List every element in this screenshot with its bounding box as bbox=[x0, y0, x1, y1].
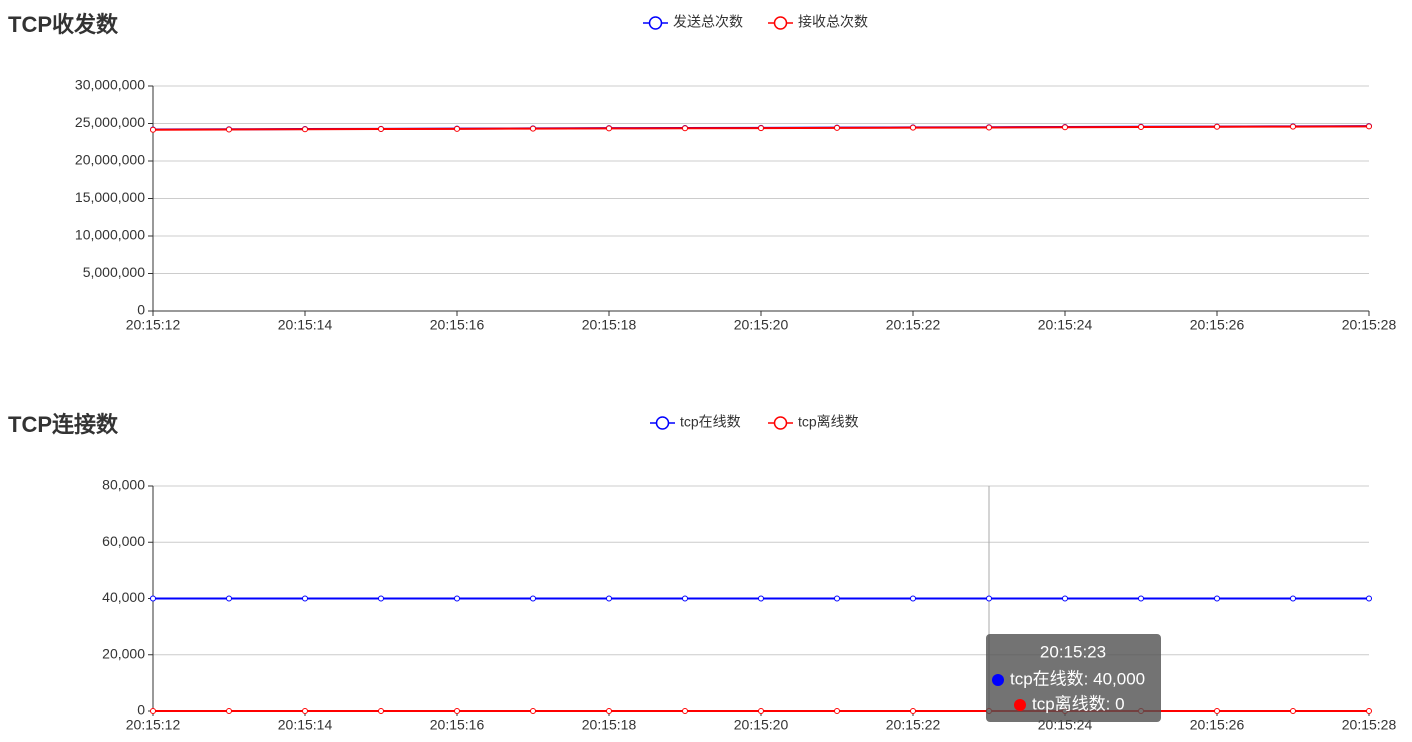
data-point bbox=[1138, 124, 1144, 131]
data-point bbox=[682, 708, 688, 714]
legend-label[interactable]: tcp在线数 bbox=[680, 414, 741, 430]
data-point bbox=[1290, 595, 1296, 602]
y-tick-label: 80,000 bbox=[102, 477, 145, 493]
x-tick-label: 20:15:24 bbox=[1038, 317, 1093, 333]
y-tick-label: 0 bbox=[137, 302, 145, 318]
data-point bbox=[530, 595, 536, 602]
x-tick-label: 20:15:26 bbox=[1190, 317, 1245, 333]
y-tick-label: 5,000,000 bbox=[83, 264, 145, 280]
data-point bbox=[226, 708, 232, 714]
data-point bbox=[758, 125, 764, 132]
data-point bbox=[1138, 595, 1144, 602]
data-point bbox=[302, 595, 308, 602]
data-point bbox=[454, 125, 460, 132]
data-point bbox=[910, 124, 916, 131]
data-point bbox=[1062, 124, 1068, 131]
data-point bbox=[834, 708, 840, 714]
legend-label[interactable]: 发送总次数 bbox=[673, 14, 743, 30]
y-tick-label: 25,000,000 bbox=[75, 114, 145, 130]
data-point bbox=[910, 595, 916, 602]
data-point bbox=[986, 595, 992, 602]
data-point bbox=[530, 125, 536, 132]
legend-marker[interactable] bbox=[648, 16, 663, 30]
tooltip-marker bbox=[1014, 699, 1026, 711]
data-point bbox=[454, 595, 460, 602]
y-tick-label: 0 bbox=[137, 702, 145, 718]
data-point bbox=[682, 125, 688, 132]
x-tick-label: 20:15:16 bbox=[430, 317, 485, 333]
data-point bbox=[758, 708, 764, 714]
data-point bbox=[378, 708, 384, 714]
data-point bbox=[606, 708, 612, 714]
data-point bbox=[1062, 595, 1068, 602]
x-tick-label: 20:15:18 bbox=[582, 717, 637, 733]
data-point bbox=[1366, 595, 1372, 602]
legend-marker[interactable] bbox=[773, 16, 788, 30]
tooltip-label: tcp离线数: 0 bbox=[1032, 694, 1125, 713]
data-point bbox=[454, 708, 460, 714]
data-point bbox=[986, 124, 992, 131]
chart-title: TCP收发数 bbox=[8, 12, 119, 37]
x-tick-label: 20:15:26 bbox=[1190, 717, 1245, 733]
data-point bbox=[530, 708, 536, 714]
data-point bbox=[378, 126, 384, 133]
x-tick-label: 20:15:12 bbox=[126, 317, 181, 333]
y-tick-label: 30,000,000 bbox=[75, 77, 145, 93]
x-tick-label: 20:15:20 bbox=[734, 717, 789, 733]
data-point bbox=[1366, 708, 1372, 714]
x-tick-label: 20:15:22 bbox=[886, 717, 941, 733]
data-point bbox=[302, 708, 308, 714]
tooltip-label: tcp在线数: 40,000 bbox=[1010, 669, 1145, 688]
data-point bbox=[150, 708, 156, 714]
data-point bbox=[1214, 123, 1220, 130]
data-point bbox=[1366, 123, 1372, 130]
x-tick-label: 20:15:14 bbox=[278, 317, 333, 333]
data-point bbox=[834, 124, 840, 131]
x-tick-label: 20:15:28 bbox=[1342, 317, 1397, 333]
data-point bbox=[150, 126, 156, 133]
data-point bbox=[834, 595, 840, 602]
chart-title: TCP连接数 bbox=[8, 412, 119, 437]
legend-label[interactable]: 接收总次数 bbox=[798, 14, 868, 30]
data-point bbox=[1290, 708, 1296, 714]
y-tick-label: 20,000 bbox=[102, 645, 145, 661]
y-tick-label: 40,000 bbox=[102, 589, 145, 605]
x-tick-label: 20:15:22 bbox=[886, 317, 941, 333]
x-tick-label: 20:15:20 bbox=[734, 317, 789, 333]
data-point bbox=[226, 126, 232, 133]
data-point bbox=[910, 708, 916, 714]
legend-marker[interactable] bbox=[655, 416, 670, 430]
tooltip-box bbox=[986, 634, 1161, 722]
y-tick-label: 60,000 bbox=[102, 533, 145, 549]
data-point bbox=[1214, 595, 1220, 602]
legend-label[interactable]: tcp离线数 bbox=[798, 414, 859, 430]
tooltip-marker bbox=[992, 674, 1004, 686]
data-point bbox=[606, 595, 612, 602]
data-point bbox=[1214, 708, 1220, 714]
y-tick-label: 15,000,000 bbox=[75, 189, 145, 205]
x-tick-label: 20:15:18 bbox=[582, 317, 637, 333]
tooltip-title: 20:15:23 bbox=[1040, 642, 1106, 661]
y-tick-label: 10,000,000 bbox=[75, 227, 145, 243]
x-tick-label: 20:15:28 bbox=[1342, 717, 1397, 733]
y-tick-label: 20,000,000 bbox=[75, 152, 145, 168]
data-point bbox=[150, 595, 156, 602]
data-point bbox=[378, 595, 384, 602]
data-point bbox=[226, 595, 232, 602]
legend-marker[interactable] bbox=[773, 416, 788, 430]
data-point bbox=[758, 595, 764, 602]
data-point bbox=[682, 595, 688, 602]
x-tick-label: 20:15:16 bbox=[430, 717, 485, 733]
x-tick-label: 20:15:14 bbox=[278, 717, 333, 733]
x-tick-label: 20:15:12 bbox=[126, 717, 181, 733]
data-point bbox=[606, 125, 612, 132]
data-point bbox=[302, 126, 308, 133]
data-point bbox=[1290, 123, 1296, 130]
